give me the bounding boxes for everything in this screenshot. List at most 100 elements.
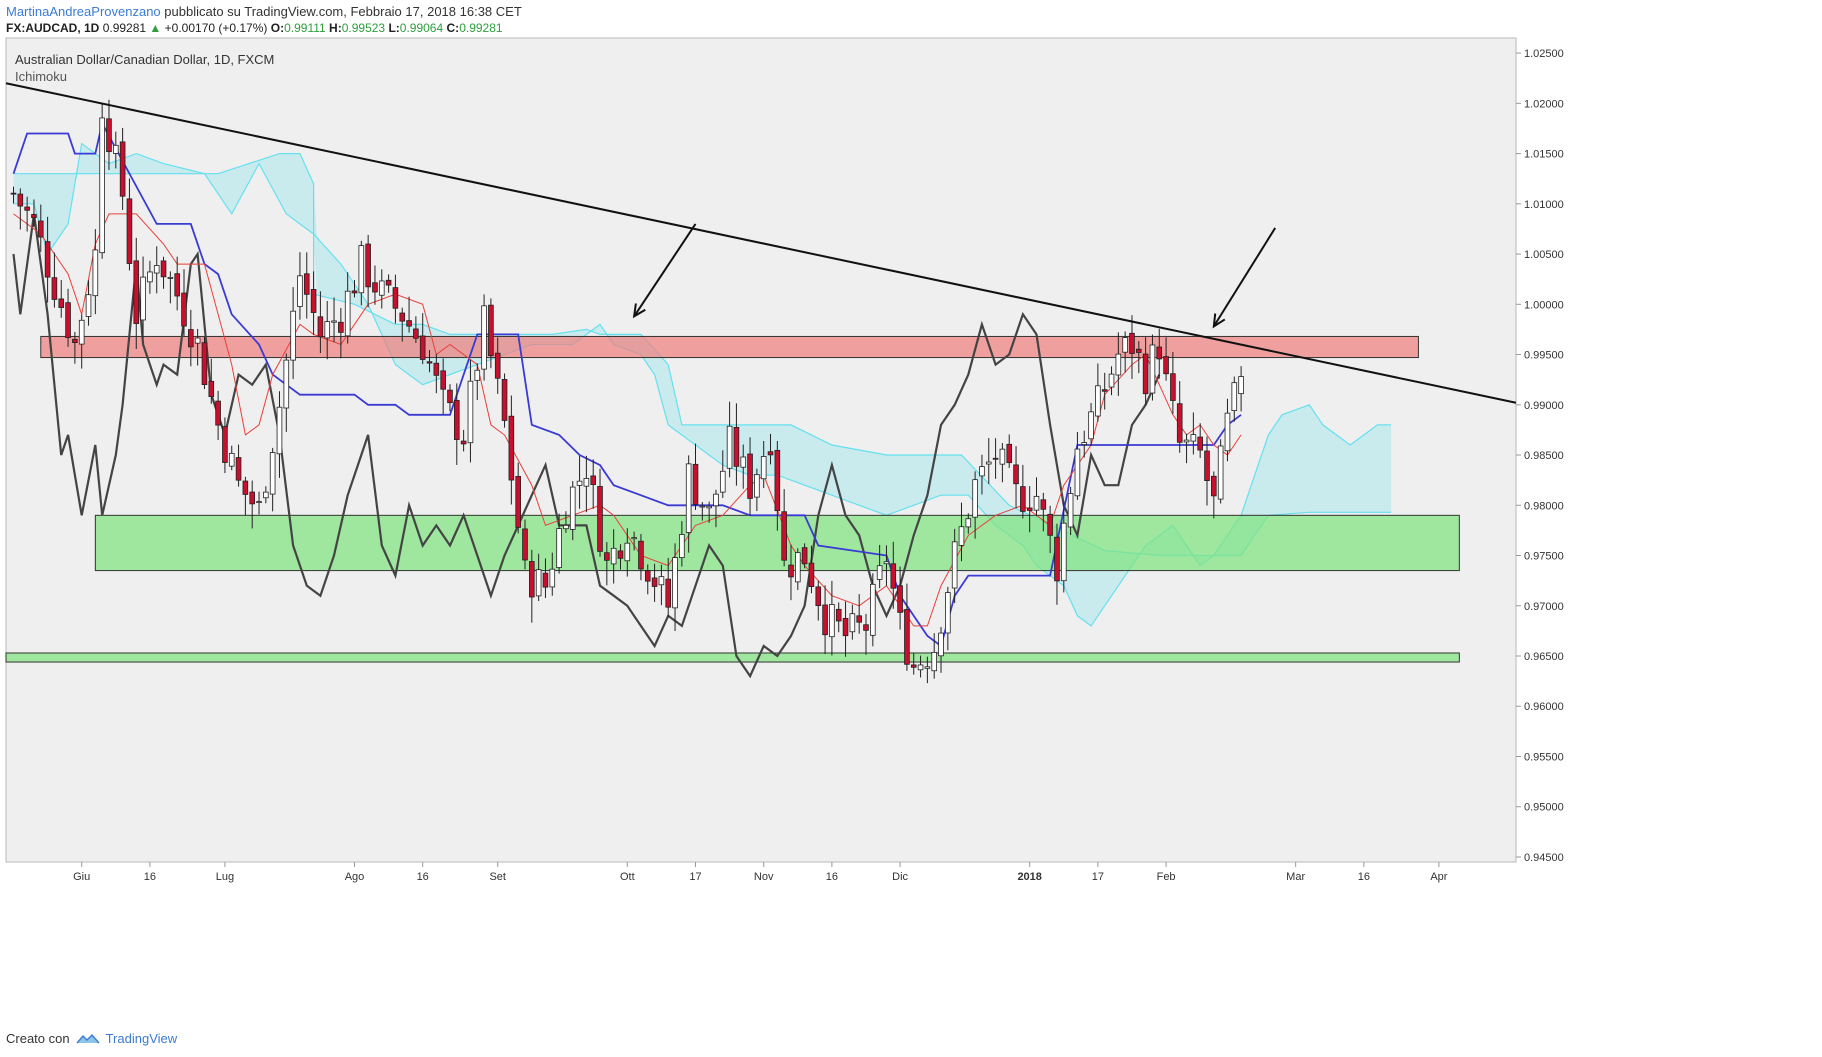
candle-body	[324, 321, 331, 339]
candle-body	[958, 526, 965, 546]
candle	[140, 256, 146, 339]
candle-body	[58, 298, 65, 308]
candle-body	[1020, 486, 1026, 512]
candle-body	[99, 117, 105, 254]
candle-body	[72, 338, 78, 343]
y-tick-label: 0.96500	[1524, 651, 1564, 663]
candle-body	[979, 466, 985, 477]
y-tick-label: 1.02500	[1524, 48, 1564, 60]
candle-body	[269, 452, 276, 495]
candle	[883, 545, 890, 586]
y-tick-label: 0.98000	[1524, 500, 1564, 512]
candle-body	[617, 550, 624, 559]
candle	[1047, 505, 1053, 554]
low-label: L:	[388, 21, 400, 35]
candle-body	[999, 448, 1006, 465]
y-tick-label: 0.94500	[1524, 852, 1564, 864]
candle	[849, 604, 856, 640]
y-tick-label: 1.01000	[1524, 199, 1564, 211]
candle-body	[276, 406, 283, 455]
candle-body	[644, 570, 651, 582]
candle	[1095, 363, 1101, 422]
candle-body	[392, 287, 399, 309]
candle	[338, 307, 344, 359]
candle	[242, 476, 249, 516]
candle-body	[808, 562, 815, 587]
candle-body	[795, 552, 801, 583]
tradingview-link[interactable]: TradingView	[105, 1031, 178, 1046]
candle	[324, 301, 331, 360]
candle-body	[433, 362, 440, 376]
candle	[842, 601, 849, 657]
candle-body	[351, 290, 358, 294]
candle-body	[133, 260, 140, 324]
candle-body	[1190, 434, 1197, 442]
candle	[1074, 431, 1081, 500]
candle-body	[522, 528, 528, 561]
candle-body	[863, 624, 869, 631]
close-label: C:	[446, 21, 460, 35]
candle-body	[92, 249, 99, 297]
x-tick-label: 17	[1092, 871, 1104, 883]
created-with-label: Creato con	[6, 1031, 70, 1046]
candle-body	[385, 279, 392, 286]
candle	[106, 99, 112, 170]
candle	[808, 545, 815, 594]
candle-body	[1142, 353, 1149, 395]
candle-body	[501, 379, 508, 421]
candle	[269, 447, 276, 512]
candle-body	[249, 491, 256, 505]
candle	[297, 252, 303, 320]
candle	[310, 271, 317, 335]
candle	[1142, 337, 1149, 406]
candle-body	[1115, 353, 1122, 376]
candle	[767, 433, 774, 465]
candle-body	[542, 572, 549, 588]
candle-body	[106, 118, 112, 153]
candle	[515, 462, 521, 534]
candle-body	[883, 561, 890, 565]
candle	[999, 443, 1006, 483]
candle-body	[1074, 448, 1081, 497]
candle	[856, 594, 862, 634]
candle	[1108, 366, 1115, 396]
candle	[610, 529, 617, 584]
candle-body	[1156, 346, 1163, 360]
candle-body	[870, 583, 876, 636]
candle-body	[876, 565, 883, 580]
candle	[815, 580, 822, 621]
candle	[706, 501, 712, 523]
candle-body	[890, 563, 897, 589]
candle-body	[726, 425, 733, 469]
last-price: 0.99281	[102, 21, 147, 35]
tradingview-logo-icon[interactable]	[76, 1033, 100, 1045]
candle	[754, 468, 760, 512]
candle-body	[406, 320, 412, 327]
candle-body	[85, 294, 92, 317]
candle	[17, 188, 24, 230]
candle-body	[1170, 373, 1176, 401]
candle	[194, 328, 201, 366]
author-link[interactable]: MartinaAndreaProvenzano	[6, 4, 161, 19]
close-value: 0.99281	[459, 21, 503, 35]
candle	[263, 486, 269, 504]
candle	[501, 373, 508, 428]
candle-body	[590, 475, 596, 485]
x-tick-label: 16	[417, 871, 429, 883]
candle-body	[1040, 499, 1047, 510]
x-tick-label: Apr	[1430, 871, 1447, 883]
symbol-label: FX:AUDCAD, 1D	[6, 21, 100, 35]
candle	[1020, 464, 1026, 519]
candle-body	[126, 198, 133, 264]
candle-body	[917, 664, 924, 671]
x-tick-label: Dic	[892, 871, 908, 883]
candle	[160, 256, 167, 289]
candle	[699, 502, 706, 521]
candle	[672, 543, 678, 632]
candle-body	[685, 463, 692, 533]
candle	[1088, 403, 1094, 447]
candle-body	[651, 577, 658, 587]
candle-body	[583, 478, 590, 487]
candle-body	[1183, 439, 1190, 443]
